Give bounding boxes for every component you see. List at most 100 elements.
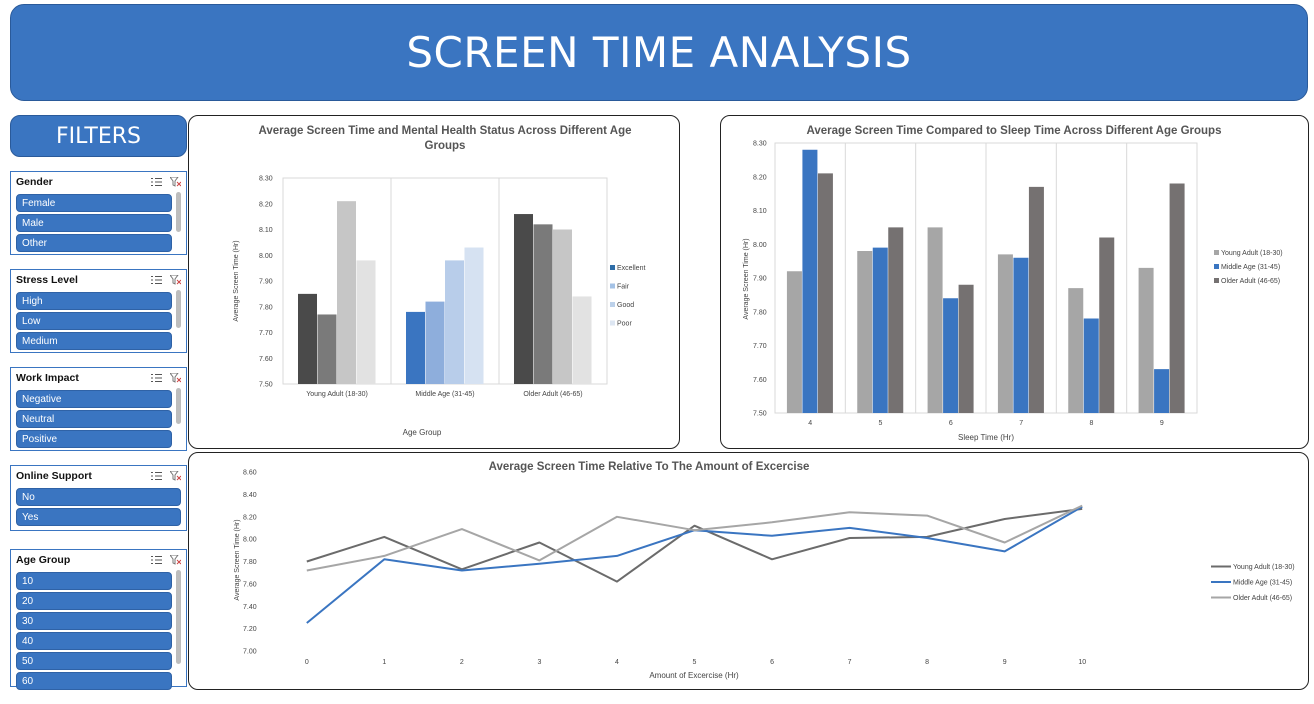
slicer-title: Age Group <box>16 554 71 566</box>
slicer-item[interactable]: Neutral <box>16 410 172 428</box>
bar <box>958 284 974 413</box>
chart-title: Average Screen Time Relative To The Amou… <box>489 461 810 473</box>
bar <box>514 214 533 384</box>
bar <box>425 301 445 384</box>
slicer-0: Gender Female Male Other <box>10 171 187 255</box>
slicer-item[interactable]: Yes <box>16 508 181 526</box>
multi-select-icon[interactable] <box>151 275 162 285</box>
slicer-scrollbar[interactable] <box>176 192 181 232</box>
x-axis-label: Sleep Time (Hr) <box>958 433 1014 442</box>
slicer-header: Age Group <box>11 550 186 570</box>
legend-swatch <box>610 283 615 289</box>
slicer-1: Stress Level High Low Medium <box>10 269 187 353</box>
slicer-item[interactable]: 20 <box>16 592 172 610</box>
legend-label: Fair <box>617 284 630 291</box>
series-line <box>306 505 1083 624</box>
slicer-item[interactable]: 30 <box>16 612 172 630</box>
bar <box>872 247 888 413</box>
x-tick-label: 4 <box>808 420 812 427</box>
x-axis-label: Age Group <box>403 428 442 437</box>
slicer-item[interactable]: Other <box>16 234 172 252</box>
y-tick-label: 8.20 <box>243 514 257 521</box>
slicer-icons <box>151 471 181 481</box>
slicer-item[interactable]: High <box>16 292 172 310</box>
slicer-item[interactable]: 40 <box>16 632 172 650</box>
chart-title: Average Screen Time and Mental Health St… <box>258 125 631 137</box>
x-tick-label: 8 <box>925 659 929 666</box>
bar <box>1013 257 1029 413</box>
slicer-item[interactable]: Positive <box>16 430 172 448</box>
legend-label: Older Adult (46-65) <box>1233 595 1292 602</box>
multi-select-icon[interactable] <box>151 471 162 481</box>
legend-label: Excellent <box>617 265 645 272</box>
clear-filter-icon[interactable] <box>170 177 181 187</box>
x-tick-label: 9 <box>1003 659 1007 666</box>
slicer-icons <box>151 373 181 383</box>
x-tick-label: 2 <box>460 659 464 666</box>
clear-filter-icon[interactable] <box>170 471 181 481</box>
y-tick-label: 7.80 <box>753 309 767 316</box>
slicer-item[interactable]: Male <box>16 214 172 232</box>
slicer-title: Gender <box>16 176 53 188</box>
x-tick-label: 7 <box>848 659 852 666</box>
bar <box>1083 318 1099 413</box>
y-tick-label: 7.50 <box>259 382 273 389</box>
slicer-scrollbar[interactable] <box>176 290 181 328</box>
x-tick-label: 8 <box>1090 420 1094 427</box>
slicer-item[interactable]: No <box>16 488 181 506</box>
slicer-item[interactable]: Negative <box>16 390 172 408</box>
y-tick-label: 7.90 <box>753 276 767 283</box>
y-tick-label: 8.60 <box>243 470 257 477</box>
legend-swatch <box>610 302 615 307</box>
slicer-scrollbar[interactable] <box>176 570 181 664</box>
bar <box>533 224 553 384</box>
slicer-item[interactable]: 50 <box>16 652 172 670</box>
clear-filter-icon[interactable] <box>170 555 181 565</box>
multi-select-icon[interactable] <box>151 373 162 383</box>
bar <box>572 296 592 384</box>
chart-title: Groups <box>425 140 466 152</box>
slicer-scrollbar[interactable] <box>176 388 181 424</box>
y-tick-label: 7.70 <box>259 330 273 337</box>
y-tick-label: 7.70 <box>753 343 767 350</box>
slicer-header: Gender <box>11 172 186 192</box>
multi-select-icon[interactable] <box>151 555 162 565</box>
slicer-icons <box>151 177 181 187</box>
slicer-item[interactable]: 60 <box>16 672 172 690</box>
legend-swatch <box>1214 250 1219 255</box>
legend-label: Older Adult (46-65) <box>1221 278 1280 285</box>
y-tick-label: 7.40 <box>243 604 257 611</box>
clear-filter-icon[interactable] <box>170 275 181 285</box>
y-axis-label: Average Screen Time (Hr) <box>233 240 240 321</box>
bar <box>1169 183 1185 413</box>
slicer-4: Age Group 10 20 30 40 50 60 <box>10 549 187 690</box>
x-tick-label: 6 <box>770 659 774 666</box>
y-tick-label: 7.80 <box>243 559 257 566</box>
x-tick-label: 10 <box>1078 659 1086 666</box>
x-tick-label: 7 <box>1019 420 1023 427</box>
chart-sleep: Average Screen Time Compared to Sleep Ti… <box>743 125 1283 442</box>
title-banner: SCREEN TIME ANALYSIS <box>10 4 1308 101</box>
slicer-header: Work Impact <box>11 368 186 388</box>
chart-panel-mental-health: Average Screen Time and Mental Health St… <box>188 115 680 449</box>
slicer-item[interactable]: Female <box>16 194 172 212</box>
multi-select-icon[interactable] <box>151 177 162 187</box>
x-tick-label: 9 <box>1160 420 1164 427</box>
bar <box>802 149 818 413</box>
series-line <box>306 507 1083 583</box>
y-tick-label: 7.60 <box>753 377 767 384</box>
slicer-item[interactable]: 10 <box>16 572 172 590</box>
slicer-item[interactable]: Low <box>16 312 172 330</box>
chart-exercise: Average Screen Time Relative To The Amou… <box>234 461 1295 680</box>
x-tick-label: Older Adult (46-65) <box>523 391 582 398</box>
y-tick-label: 8.00 <box>259 253 273 260</box>
y-tick-label: 7.60 <box>259 356 273 363</box>
y-tick-label: 7.50 <box>753 411 767 418</box>
y-tick-label: 8.00 <box>243 537 257 544</box>
bar <box>553 229 572 384</box>
clear-filter-icon[interactable] <box>170 373 181 383</box>
legend-swatch <box>1214 278 1219 283</box>
slicer-title: Stress Level <box>16 274 78 286</box>
slicer-item[interactable]: Medium <box>16 332 172 350</box>
bar <box>786 271 802 413</box>
